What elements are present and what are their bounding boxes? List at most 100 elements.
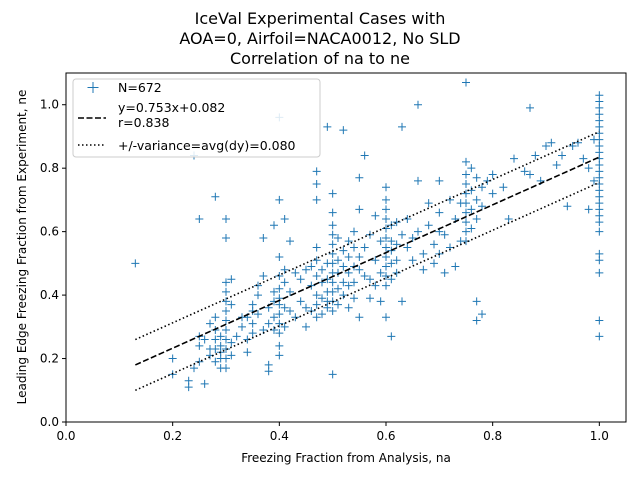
data-point — [584, 164, 593, 173]
data-point — [227, 275, 236, 284]
data-point — [254, 310, 262, 319]
data-point — [467, 205, 476, 214]
data-point — [462, 157, 470, 166]
data-point — [254, 291, 262, 300]
data-point — [307, 281, 316, 290]
data-point — [328, 306, 337, 315]
data-point — [526, 103, 534, 112]
data-point — [275, 351, 284, 360]
data-point — [504, 214, 513, 223]
x-tick-label: 0.8 — [483, 429, 502, 443]
y-axis-label: Leading Edge Freezing Fraction from Expe… — [15, 90, 29, 405]
data-point — [462, 199, 470, 208]
data-point — [552, 161, 561, 170]
data-point — [222, 335, 230, 344]
data-point — [222, 297, 230, 306]
data-point — [366, 275, 374, 284]
data-point — [451, 262, 460, 271]
data-point — [312, 195, 321, 204]
data-point — [462, 170, 470, 179]
lower-variance-line — [135, 181, 600, 392]
data-point — [387, 259, 396, 268]
data-point — [211, 313, 220, 322]
data-point — [286, 237, 294, 246]
data-point — [382, 224, 390, 233]
data-point — [200, 335, 209, 344]
data-point — [307, 262, 316, 271]
y-tick-label: 0.6 — [40, 225, 59, 239]
data-point — [211, 335, 220, 344]
y-tick-label: 0.8 — [40, 161, 59, 175]
data-point — [408, 256, 417, 265]
data-point — [526, 170, 534, 179]
data-point — [222, 306, 230, 315]
legend-fit-label: y=0.753x+0.082 r=0.838 — [118, 100, 225, 130]
data-point — [211, 325, 220, 334]
data-point — [382, 233, 390, 242]
data-point — [579, 154, 588, 163]
data-point — [312, 272, 321, 281]
data-point — [382, 272, 390, 281]
data-point — [488, 170, 497, 179]
data-point — [312, 243, 321, 252]
data-point — [440, 268, 449, 277]
x-tick-label: 0.6 — [376, 429, 395, 443]
upper-variance-line — [135, 130, 600, 341]
data-point — [382, 281, 390, 290]
data-point — [339, 262, 348, 271]
y-tick-label: 0.2 — [40, 352, 59, 366]
data-point — [376, 237, 385, 246]
data-point — [264, 360, 273, 369]
data-point — [398, 122, 406, 131]
data-point — [472, 297, 481, 306]
data-point — [371, 211, 380, 220]
data-point — [323, 303, 332, 312]
data-point — [424, 199, 433, 208]
data-point — [291, 313, 300, 322]
data-point — [243, 335, 252, 344]
data-point — [275, 341, 284, 350]
y-axis: 0.0 0.2 0.4 0.6 0.8 1.0 — [40, 98, 66, 429]
data-point — [275, 253, 284, 262]
data-point — [222, 354, 230, 363]
data-point — [478, 202, 486, 211]
data-point — [472, 173, 481, 182]
data-point — [211, 357, 220, 366]
data-point — [350, 294, 358, 303]
x-tick-label: 1.0 — [590, 429, 609, 443]
data-point — [355, 313, 364, 322]
y-tick-label: 0.0 — [40, 415, 59, 429]
data-point — [360, 272, 369, 281]
data-point — [328, 189, 337, 198]
data-point — [382, 214, 390, 223]
data-point — [270, 221, 278, 230]
data-point — [195, 357, 204, 366]
data-point — [472, 214, 481, 223]
data-point — [382, 183, 390, 192]
data-point — [334, 284, 342, 293]
data-point — [195, 214, 204, 223]
data-point — [595, 332, 604, 341]
data-point — [227, 351, 236, 360]
data-point — [382, 205, 390, 214]
data-point — [328, 230, 337, 239]
data-point — [275, 272, 284, 281]
data-point — [414, 176, 422, 185]
data-point — [382, 313, 390, 322]
data-point — [344, 281, 353, 290]
data-point — [328, 370, 337, 379]
legend-fit-label-line: y=0.753x+0.082 — [118, 100, 225, 115]
data-point — [238, 322, 246, 331]
data-point — [275, 319, 284, 328]
data-point — [462, 78, 470, 87]
data-point — [424, 221, 433, 230]
data-point — [376, 297, 385, 306]
data-point — [227, 300, 236, 309]
data-point — [312, 300, 321, 309]
data-point — [350, 278, 358, 287]
data-point — [275, 329, 284, 338]
data-point — [339, 246, 348, 255]
data-point — [408, 233, 417, 242]
chart-title-line-2: AOA=0, Airfoil=NACA0012, No SLD — [179, 29, 460, 48]
